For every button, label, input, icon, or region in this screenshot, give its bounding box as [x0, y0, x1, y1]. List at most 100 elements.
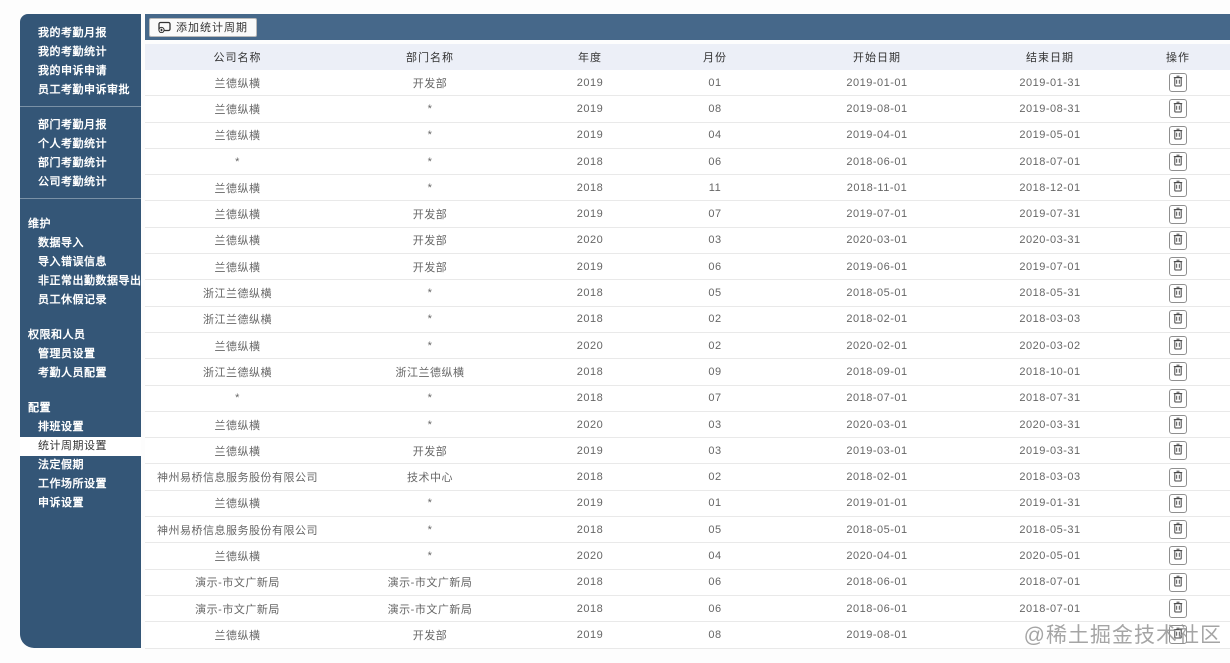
delete-button[interactable]	[1169, 441, 1187, 461]
delete-button[interactable]	[1169, 257, 1187, 277]
sidebar-item-1[interactable]: 我的考勤统计	[38, 46, 107, 58]
table-row: 兰德纵横 开发部 2019 01 2019-01-01 2019-01-31	[145, 70, 1230, 97]
month-cell: 03	[708, 418, 722, 431]
month-cell: 07	[708, 392, 722, 405]
delete-button[interactable]	[1169, 230, 1187, 250]
add-period-icon	[158, 21, 171, 33]
sidebar-item-7[interactable]: 部门考勤统计	[38, 157, 107, 169]
end-date-cell: 2019-01-31	[1019, 497, 1081, 510]
department-cell: *	[427, 287, 433, 300]
trash-icon	[1173, 101, 1183, 116]
operation-cell	[1126, 204, 1230, 224]
table-row: 浙江兰德纵横 * 2018 02 2018-02-01 2018-03-03	[145, 306, 1230, 333]
delete-button[interactable]	[1169, 178, 1187, 198]
sidebar-item-0[interactable]: 我的考勤月报	[38, 27, 107, 39]
sidebar-item-17[interactable]: 考勤人员配置	[38, 367, 107, 379]
company-cell: 兰德纵横	[214, 419, 261, 432]
sidebar-item-3[interactable]: 员工考勤申诉审批	[38, 84, 130, 96]
delete-button[interactable]	[1169, 336, 1187, 356]
sidebar-divider	[20, 106, 141, 107]
company-cell: 兰德纵横	[214, 340, 261, 353]
department-cell: 演示-市文广新局	[387, 577, 473, 590]
table-row: 兰德纵横 开发部 2020 03 2020-03-01 2020-03-31	[145, 227, 1230, 255]
sidebar-item-16[interactable]: 管理员设置	[38, 348, 96, 360]
department-cell: 开发部	[412, 261, 448, 274]
column-header: 部门名称	[406, 52, 454, 64]
add-period-button[interactable]: 添加统计周期	[149, 17, 257, 37]
end-date-cell: 2019-01-31	[1019, 76, 1081, 89]
sidebar-section-10: 维护	[28, 218, 51, 230]
trash-icon	[1173, 233, 1183, 248]
column-header: 公司名称	[213, 52, 262, 64]
month-cell: 06	[708, 576, 722, 589]
operation-cell	[1126, 415, 1230, 434]
end-date-cell: 2019-07-31	[1019, 208, 1081, 221]
trash-icon	[1173, 154, 1183, 169]
end-date-cell: 2018-03-03	[1019, 471, 1081, 484]
operation-cell	[1126, 230, 1230, 250]
month-cell: 09	[708, 365, 722, 378]
sidebar-item-19[interactable]: 排班设置	[38, 421, 84, 433]
delete-button[interactable]	[1169, 204, 1187, 224]
delete-button[interactable]	[1169, 625, 1187, 645]
sidebar-item-6[interactable]: 个人考勤统计	[38, 138, 107, 150]
sidebar-item-8[interactable]: 公司考勤统计	[38, 176, 107, 188]
trash-icon	[1173, 338, 1183, 353]
sidebar-item-21[interactable]: 法定假期	[38, 459, 84, 471]
sidebar-item-12[interactable]: 导入错误信息	[38, 256, 107, 268]
delete-button[interactable]	[1169, 415, 1187, 434]
department-cell: *	[427, 102, 433, 115]
operation-cell	[1126, 388, 1230, 408]
company-cell: 兰德纵横	[214, 182, 261, 195]
start-date-cell: 2019-08-01	[846, 102, 908, 115]
delete-button[interactable]	[1169, 599, 1187, 619]
year-cell: 2019	[576, 208, 604, 221]
sidebar-item-2[interactable]: 我的申诉申请	[38, 65, 107, 77]
company-cell: 兰德纵横	[214, 498, 261, 511]
month-cell: 05	[708, 523, 722, 536]
operation-cell	[1126, 441, 1230, 461]
delete-button[interactable]	[1169, 152, 1187, 172]
table-header-row: 公司名称 部门名称 年度 月份 开始日期 结束日期 操作	[145, 44, 1230, 70]
start-date-cell: 2018-02-01	[846, 313, 908, 326]
department-cell: *	[427, 313, 433, 326]
sidebar-item-11[interactable]: 数据导入	[38, 237, 84, 249]
table-row: 兰德纵横 * 2020 04 2020-04-01 2020-05-01	[145, 543, 1230, 570]
operation-cell	[1126, 73, 1230, 93]
sidebar-item-22[interactable]: 工作场所设置	[38, 478, 107, 490]
table-row: 兰德纵横 开发部 2019 07 2019-07-01 2019-07-31	[145, 201, 1230, 228]
trash-icon	[1173, 259, 1183, 274]
company-cell: 兰德纵横	[214, 209, 261, 222]
sidebar-item-14[interactable]: 员工休假记录	[38, 294, 107, 306]
table-row: 兰德纵横 开发部 2019 08 2019-08-01	[145, 622, 1230, 649]
delete-button[interactable]	[1169, 546, 1187, 566]
sidebar-item-23[interactable]: 申诉设置	[38, 497, 84, 509]
delete-button[interactable]	[1169, 73, 1187, 93]
delete-button[interactable]	[1169, 283, 1187, 303]
end-date-cell: 2019-08-31	[1019, 102, 1081, 115]
delete-button[interactable]	[1169, 520, 1187, 540]
table-body: 兰德纵横 开发部 2019 01 2019-01-01 2019-01-31 兰德纵横 * 20…	[145, 70, 1230, 649]
sidebar-item-13[interactable]: 非正常出勤数据导出	[38, 275, 142, 287]
operation-cell	[1126, 178, 1230, 198]
delete-button[interactable]	[1169, 99, 1187, 119]
company-cell: *	[235, 155, 240, 168]
start-date-cell: 2019-01-01	[846, 497, 908, 510]
delete-button[interactable]	[1169, 309, 1187, 329]
company-cell: 兰德纵横	[214, 550, 261, 563]
trash-icon	[1173, 443, 1183, 458]
sidebar-item-5[interactable]: 部门考勤月报	[38, 119, 107, 131]
delete-button[interactable]	[1169, 467, 1187, 487]
start-date-cell: 2018-02-01	[846, 471, 908, 484]
delete-button[interactable]	[1169, 362, 1187, 382]
month-cell: 01	[708, 497, 722, 510]
month-cell: 06	[708, 602, 722, 615]
end-date-cell: 2018-07-31	[1019, 392, 1081, 405]
delete-button[interactable]	[1169, 388, 1187, 408]
delete-button[interactable]	[1169, 125, 1187, 145]
sidebar-item-20[interactable]: 统计周期设置	[20, 437, 141, 456]
department-cell: *	[427, 549, 433, 562]
delete-button[interactable]	[1169, 493, 1187, 513]
month-cell: 03	[708, 444, 722, 457]
delete-button[interactable]	[1169, 572, 1187, 592]
